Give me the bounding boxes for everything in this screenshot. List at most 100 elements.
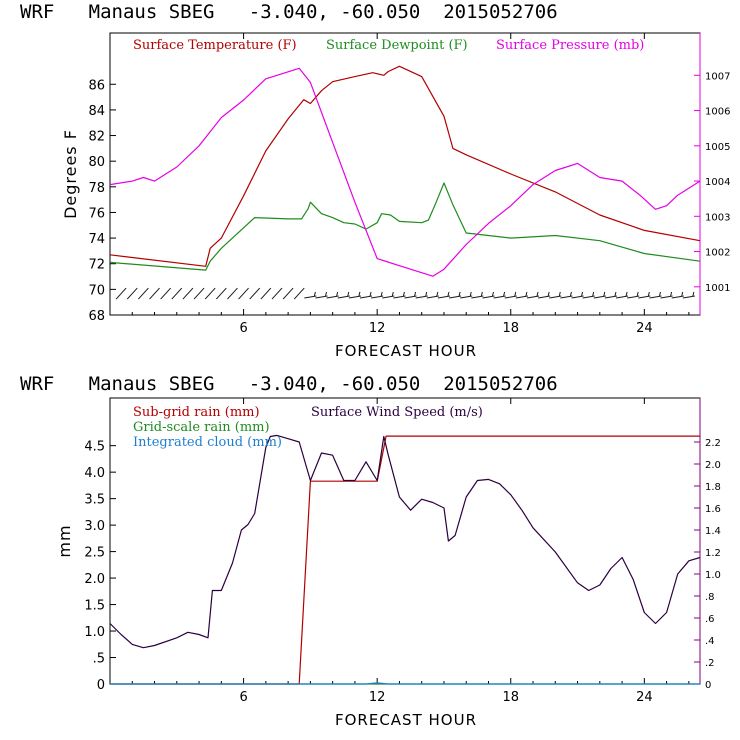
y-tick-label: 1.5	[84, 599, 105, 614]
y-tick-label: 3.0	[84, 519, 105, 534]
wind-barb	[171, 287, 183, 300]
wind-barb-flag	[692, 291, 695, 297]
y2-tick-label: 1.2	[705, 548, 721, 559]
top-series-lines	[109, 65, 701, 277]
legend-integrated-cloud: Integrated cloud (mm)	[133, 435, 282, 450]
bottom-series-lines	[109, 434, 701, 685]
wind-barb-flag	[547, 291, 550, 297]
y-tick-label: 1.0	[84, 625, 105, 640]
wind-barb	[304, 295, 317, 299]
y2-tick-label: .8	[705, 592, 715, 603]
wind-barb	[638, 295, 651, 299]
bottom-chart: WRF Manaus SBEG -3.040, -60.050 20150527…	[20, 373, 721, 729]
wind-barb-flag	[625, 291, 628, 297]
wind-barb-flag	[358, 291, 361, 297]
y-tick-label: 82	[88, 130, 105, 145]
wind-barb-flag	[670, 291, 673, 297]
wind-barb	[271, 287, 283, 300]
wind-barb	[471, 295, 484, 299]
wind-barb-flag	[681, 291, 684, 297]
y2-tick-label: .4	[705, 636, 715, 647]
y-tick-label: 78	[88, 181, 105, 196]
wind-barb	[538, 295, 551, 299]
top-x-axis-label: FORECAST HOUR	[335, 342, 477, 360]
wind-barb	[504, 295, 517, 299]
wind-barb-flag	[425, 291, 428, 297]
y-tick-label: 72	[88, 258, 105, 273]
y-tick-label: .5	[93, 652, 105, 667]
wind-barb	[526, 295, 540, 299]
legend-surface-pressure: Surface Pressure (mb)	[496, 38, 644, 53]
top-chart-title: WRF Manaus SBEG -3.040, -60.050 20150527…	[20, 1, 558, 23]
wind-barb	[415, 295, 428, 299]
wind-barb	[227, 287, 238, 300]
wind-barb-flag	[514, 291, 517, 297]
wind-barb-flag	[325, 291, 327, 297]
wind-barb-flag	[347, 291, 350, 297]
wind-barb	[649, 295, 662, 299]
wind-barb	[460, 295, 473, 299]
x-tick-label: 24	[636, 690, 653, 705]
bottom-y-ticks: 0 .5 1.0 1.5 2.0 2.5 3.0 3.5 4.0 4.5	[84, 440, 116, 693]
wind-barb	[493, 295, 506, 299]
wind-barb	[604, 295, 618, 299]
wind-barbs	[115, 287, 695, 300]
wind-barb	[449, 295, 462, 299]
y-tick-label: 4.0	[84, 466, 105, 481]
y-tick-label: 68	[88, 309, 105, 324]
y-tick-label: 76	[88, 206, 105, 221]
wind-barb	[238, 287, 249, 300]
wind-barb-flag	[380, 291, 383, 297]
top-chart: WRF Manaus SBEG -3.040, -60.050 20150527…	[20, 1, 730, 360]
wind-barb-flag	[636, 291, 639, 297]
wind-barb-flag	[447, 291, 450, 297]
bottom-chart-title: WRF Manaus SBEG -3.040, -60.050 20150527…	[20, 373, 558, 395]
y2-tick-label: 2.0	[705, 460, 721, 471]
wind-barb	[382, 295, 395, 299]
y2-tick-label: 1003	[705, 212, 730, 223]
wind-barb-flag	[525, 291, 528, 297]
wind-barb	[348, 295, 361, 299]
y2-tick-label: 1007	[705, 71, 730, 82]
wind-barb	[138, 287, 149, 300]
bottom-x-axis-label: FORECAST HOUR	[335, 711, 477, 729]
bottom-y-axis-label: mm	[55, 524, 74, 557]
wind-barb	[115, 287, 127, 300]
wind-barb	[593, 295, 606, 299]
wind-barb-flag	[402, 291, 405, 297]
wind-barb	[615, 295, 629, 299]
top-right-y-ticks: 1001 1002 1003 1004 1005 1006 1007	[694, 71, 730, 294]
y2-tick-label: 1002	[705, 248, 730, 259]
x-tick-label: 24	[636, 321, 653, 336]
legend-surface-wind-speed: Surface Wind Speed (m/s)	[311, 405, 483, 420]
wind-barb	[393, 295, 406, 299]
top-y-axis-label: Degrees F	[61, 129, 80, 219]
wind-barb-flag	[581, 291, 584, 297]
y-tick-label: 86	[88, 78, 105, 93]
wind-barb	[437, 295, 451, 299]
y2-tick-label: 0	[705, 680, 711, 691]
wind-barb	[249, 287, 261, 300]
top-y-ticks: 68 70 72 74 76 78 80 82 84 86	[88, 78, 116, 324]
wind-barb	[282, 287, 294, 300]
wind-barb	[549, 295, 562, 299]
wind-barb	[371, 295, 384, 299]
top-x-ticks: 6 12 18 24	[131, 33, 690, 336]
wind-barb	[215, 287, 227, 300]
legend-surface-dewpoint: Surface Dewpoint (F)	[326, 38, 468, 53]
wind-barb-flag	[414, 291, 417, 297]
legend-gridscale-rain: Grid-scale rain (mm)	[133, 420, 270, 435]
wind-barb-flag	[391, 291, 394, 297]
wind-barb	[337, 295, 350, 299]
pressure-line	[109, 67, 701, 277]
wind-barb-flag	[313, 291, 316, 297]
x-tick-label: 18	[502, 690, 519, 705]
wind-barb	[204, 287, 216, 300]
legend-surface-temperature: Surface Temperature (F)	[133, 38, 297, 53]
wind-speed-line	[109, 434, 701, 649]
y2-tick-label: 1006	[705, 107, 730, 118]
wind-barb	[193, 287, 205, 300]
wind-barb-flag	[603, 291, 606, 297]
wind-barb	[426, 295, 439, 299]
wind-barb	[293, 287, 305, 300]
